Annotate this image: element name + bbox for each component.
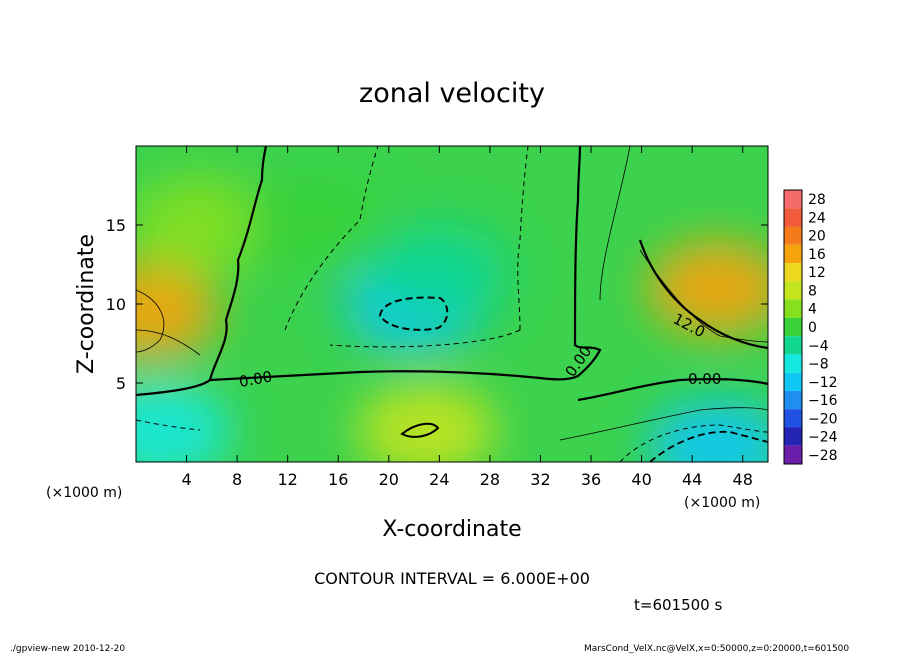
contour-dashed-lower — [136, 419, 768, 462]
x-tick-label: 4 — [181, 470, 191, 489]
contour-dashed-bottom-right — [649, 430, 768, 462]
colorbar-swatch — [784, 445, 802, 464]
colorbar-swatch — [784, 281, 802, 300]
plot-area: 0.00 0.00 12.0 0.00 4 8 12 16 20 24 28 32 36 40 44… — [106, 145, 769, 489]
colorbar-label: −16 — [808, 393, 838, 409]
colorbar-label: 16 — [808, 247, 826, 263]
contour-zero-middle — [209, 146, 602, 382]
x-tick-label: 20 — [379, 470, 399, 489]
contour-minus-twelve-loop — [378, 296, 449, 331]
colorbar-frame — [783, 189, 803, 465]
contour-twelve — [638, 239, 768, 350]
colorbar-swatch — [784, 409, 802, 428]
contour-positive-loop — [400, 422, 440, 438]
contour-label-left: 0.00 — [238, 367, 274, 391]
y-tick-label: 15 — [106, 216, 126, 235]
x-tick-label: 40 — [631, 470, 651, 489]
x-tick-label: 24 — [429, 470, 449, 489]
colorbar-label: 20 — [808, 229, 826, 245]
field-feature-5 — [647, 398, 768, 462]
field-feature-4 — [356, 382, 497, 462]
field-feature-7 — [136, 177, 270, 273]
colorbar-swatch — [784, 190, 802, 209]
colorbar-swatch — [784, 317, 802, 337]
x-tick-label: 36 — [581, 470, 601, 489]
colorbar-swatch — [784, 244, 802, 264]
colorbar-swatch — [784, 336, 802, 355]
time-stamp: t=601500 s — [634, 596, 722, 614]
x-tick-label: 16 — [328, 470, 348, 489]
colorbar-swatch — [784, 226, 802, 245]
colorbar-label: −24 — [808, 430, 838, 446]
x-axis: 4 8 12 16 20 24 28 32 36 40 44 48 — [181, 146, 753, 489]
footer-left: ./gpview-new 2010-12-20 — [10, 644, 125, 654]
colorbar-label: 12 — [808, 265, 826, 281]
colorbar-label: −8 — [808, 357, 829, 373]
colorbar-label: −4 — [808, 338, 829, 354]
colorbar-swatch — [784, 299, 802, 318]
colorbar-label: 4 — [808, 302, 817, 318]
x-tick-label: 48 — [733, 470, 753, 489]
x-tick-label: 8 — [232, 470, 242, 489]
colorbar-swatch — [784, 390, 802, 410]
chart-title: zonal velocity — [359, 78, 545, 109]
x-tick-label: 12 — [278, 470, 298, 489]
y-axis-unit: (×1000 m) — [684, 495, 760, 511]
x-tick-label: 28 — [480, 470, 500, 489]
x-tick-label: 32 — [530, 470, 550, 489]
x-tick-label: 44 — [682, 470, 702, 489]
contour-dashed-minus-six — [284, 146, 529, 348]
colorbar: 28 24 20 16 12 8 4 0 −4 −8 −12 −16 −20 −24 −28 — [783, 189, 838, 465]
colorbar-label: 8 — [808, 283, 817, 299]
field-feature-8 — [242, 177, 383, 273]
colorbar-swatch — [784, 427, 802, 446]
colorbar-label: −12 — [808, 375, 838, 391]
x-axis-unit: (×1000 m) — [46, 485, 122, 501]
footer-right: MarsCond_VelX.nc@VelX,x=0:50000,z=0:2000… — [584, 644, 849, 654]
y-tick-label: 5 — [116, 374, 126, 393]
contour-thin-six — [136, 146, 768, 441]
colorbar-swatch — [784, 372, 802, 391]
field-feature-6 — [136, 382, 232, 462]
colorbar-label: 28 — [808, 192, 826, 208]
x-axis-label: X-coordinate — [382, 517, 521, 542]
colorbar-swatch — [784, 263, 802, 282]
field-feature-1 — [369, 224, 510, 321]
colorbar-label: −28 — [808, 448, 838, 464]
field-feature-2 — [647, 240, 768, 337]
colorbar-swatch — [784, 208, 802, 227]
colorbar-label: 0 — [808, 320, 817, 336]
field-feature-3 — [136, 263, 219, 360]
velocity-field — [136, 146, 768, 462]
contour-interval: CONTOUR INTERVAL = 6.000E+00 — [314, 569, 590, 588]
contour-lines — [136, 146, 768, 462]
colorbar-label: 24 — [808, 210, 826, 226]
contour-zero-right — [577, 378, 768, 402]
y-tick-label: 10 — [106, 295, 126, 314]
contour-zero-left — [136, 146, 268, 397]
y-axis-label: Z-coordinate — [74, 234, 99, 374]
colorbar-swatch — [784, 354, 802, 373]
contour-label-right: 0.00 — [688, 370, 721, 388]
y-axis: 5 10 15 — [106, 216, 768, 393]
colorbar-label: −20 — [808, 411, 838, 427]
